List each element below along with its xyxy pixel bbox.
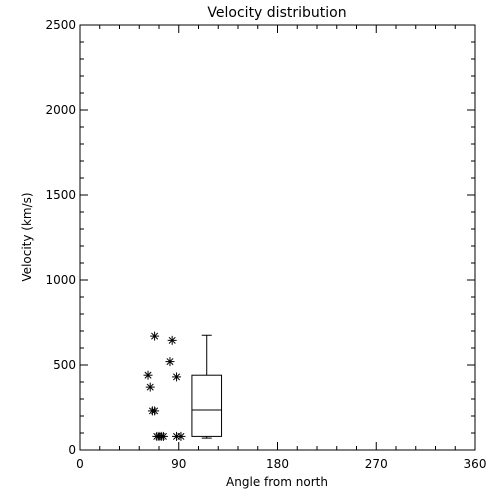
data-point: [172, 372, 182, 382]
x-tick-label: 0: [76, 457, 84, 471]
data-point: [165, 357, 175, 367]
y-axis-label: Velocity (km/s): [20, 192, 34, 281]
x-tick-label: 270: [365, 457, 388, 471]
plot-frame: [79, 24, 476, 451]
x-tick-label: 90: [171, 457, 186, 471]
chart-title: Velocity distribution: [207, 5, 346, 21]
data-points: [143, 331, 186, 441]
data-point: [176, 431, 186, 441]
data-point: [150, 406, 160, 416]
data-point: [145, 382, 155, 392]
point-stroke: [177, 432, 185, 440]
y-tick-label: 500: [53, 358, 76, 372]
x-tick-label: 180: [266, 457, 289, 471]
point-stroke: [146, 383, 154, 391]
point-stroke: [144, 371, 152, 379]
y-tick-label: 1500: [45, 188, 76, 202]
point-stroke: [168, 336, 176, 344]
y-tick-label: 1000: [45, 273, 76, 287]
data-point: [158, 431, 168, 441]
x-tick-label: 360: [464, 457, 487, 471]
y-tick-label: 2500: [45, 18, 76, 32]
y-axis: 0 500 1000 1500 2000 2500: [45, 18, 475, 457]
y-tick-label: 2000: [45, 103, 76, 117]
point-stroke: [151, 407, 159, 415]
point-stroke: [151, 332, 159, 340]
data-point: [150, 331, 160, 341]
x-axis: 0 90 180 270 360: [76, 25, 486, 471]
data-point: [167, 335, 177, 345]
point-stroke: [173, 373, 181, 381]
y-tick-label: 0: [68, 443, 76, 457]
point-stroke: [159, 432, 167, 440]
data-point: [143, 370, 153, 380]
point-stroke: [166, 358, 174, 366]
x-axis-label: Angle from north: [226, 475, 328, 489]
box-plot: [191, 334, 223, 439]
box-iqr: [191, 374, 223, 437]
